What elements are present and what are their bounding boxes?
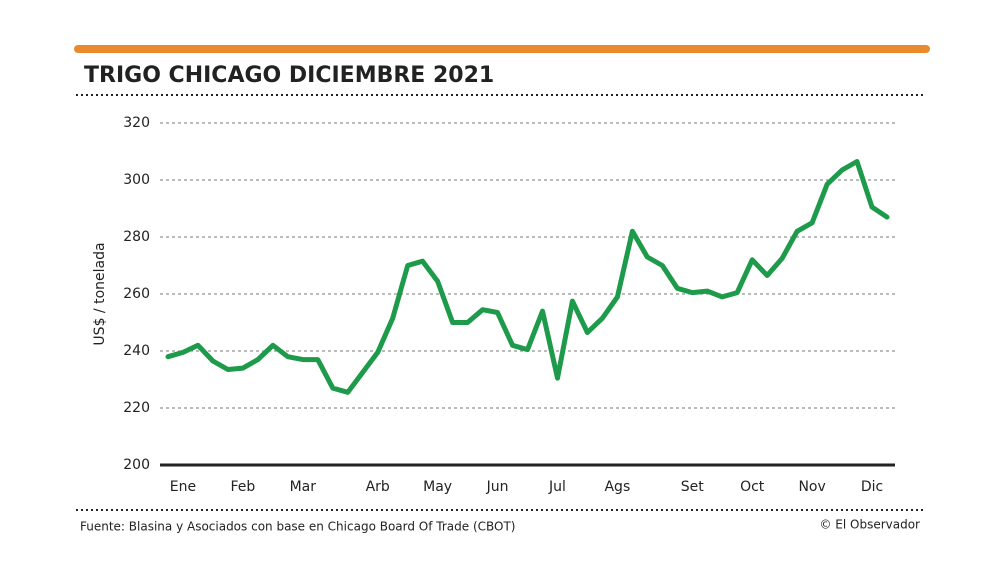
x-tick-label: May [423, 479, 452, 495]
chart-title: TRIGO CHICAGO DICIEMBRE 2021 [84, 63, 494, 88]
x-tick-label: Set [681, 479, 705, 495]
y-tick-label: 260 [123, 286, 150, 302]
y-tick-label: 220 [123, 400, 150, 416]
x-tick-label: Nov [798, 479, 825, 495]
y-tick-label: 240 [123, 343, 150, 359]
x-tick-label: Oct [740, 479, 765, 495]
credit: © El Observador [819, 518, 920, 532]
x-tick-label: Dic [861, 479, 883, 495]
x-tick-label: Jul [548, 479, 566, 495]
x-tick-label: Feb [230, 479, 255, 495]
y-tick-label: 280 [123, 229, 150, 245]
y-axis-label: US$ / tonelada [92, 242, 108, 345]
x-tick-label: Arb [366, 479, 390, 495]
x-tick-label: Jun [486, 479, 509, 495]
x-tick-label: Mar [290, 479, 317, 495]
x-tick-label: Ags [604, 479, 630, 495]
y-tick-label: 300 [123, 172, 150, 188]
x-tick-label: Ene [170, 479, 196, 495]
source: Fuente: Blasina y Asociados con base en … [80, 520, 516, 534]
y-tick-label: 200 [123, 457, 150, 473]
top-bar [74, 45, 930, 53]
y-tick-label: 320 [123, 115, 150, 131]
data-line [165, 159, 890, 395]
